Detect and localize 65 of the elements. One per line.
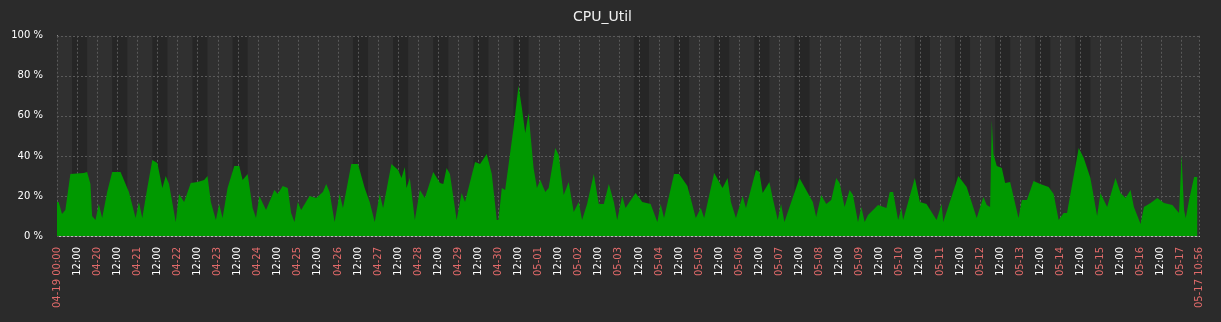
x-tick-label: 05-02 <box>572 247 584 277</box>
x-tick-label: 12:00 <box>1114 247 1126 276</box>
chart-title: CPU_Util <box>573 8 632 25</box>
x-tick-label: 05-07 <box>772 247 784 277</box>
y-tick-label: 40 % <box>17 149 43 161</box>
x-tick-label: 04-26 <box>331 247 343 277</box>
x-tick-label: 12:00 <box>351 247 363 276</box>
x-tick-label: 12:00 <box>833 247 845 276</box>
x-tick-label: 05-06 <box>732 247 744 277</box>
x-tick-label: 12:00 <box>271 247 283 276</box>
x-tick-label: 12:00 <box>913 247 925 276</box>
y-tick-label: 60 % <box>17 109 43 121</box>
x-tick-label: 04-27 <box>371 247 383 277</box>
x-tick-label: 05-17 10:56 <box>1192 247 1204 309</box>
x-tick-label: 05-14 <box>1053 247 1065 277</box>
x-tick-label: 12:00 <box>592 247 604 276</box>
x-tick-label: 12:00 <box>993 247 1005 276</box>
x-tick-label: 04-21 <box>130 247 142 277</box>
x-tick-label: 12:00 <box>1154 247 1166 276</box>
x-tick-label: 12:00 <box>953 247 965 276</box>
x-tick-label: 05-16 <box>1134 247 1146 277</box>
x-tick-label: 12:00 <box>191 247 203 276</box>
x-tick-label: 12:00 <box>311 247 323 276</box>
x-tick-label: 05-04 <box>652 247 664 277</box>
x-tick-label: 12:00 <box>552 247 564 276</box>
x-tick-label: 12:00 <box>793 247 805 276</box>
y-tick-label: 20 % <box>17 189 43 201</box>
x-tick-label: 05-08 <box>813 247 825 277</box>
x-tick-label: 12:00 <box>672 247 684 276</box>
x-tick-label: 12:00 <box>512 247 524 276</box>
x-tick-label: 12:00 <box>1033 247 1045 276</box>
x-tick-label: 05-03 <box>612 247 624 277</box>
x-tick-label: 04-28 <box>411 247 423 277</box>
x-tick-label: 12:00 <box>1073 247 1085 276</box>
x-tick-label: 12:00 <box>70 247 82 276</box>
x-tick-label: 05-11 <box>933 247 945 277</box>
y-tick-label: 100 % <box>11 29 43 41</box>
x-tick-label: 12:00 <box>110 247 122 276</box>
x-tick-label: 04-20 <box>90 247 102 277</box>
x-tick-label: 12:00 <box>431 247 443 276</box>
x-tick-label: 12:00 <box>231 247 243 276</box>
x-tick-label: 05-15 <box>1094 247 1106 277</box>
x-tick-label: 12:00 <box>632 247 644 276</box>
x-tick-label: 04-29 <box>451 247 463 277</box>
x-tick-label: 04-23 <box>211 247 223 277</box>
x-tick-label: 12:00 <box>873 247 885 276</box>
x-tick-label: 12:00 <box>150 247 162 276</box>
x-tick-label: 04-24 <box>251 247 263 277</box>
x-tick-label: 05-17 <box>1174 247 1186 277</box>
x-tick-label: 05-12 <box>973 247 985 277</box>
x-tick-label: 05-10 <box>893 247 905 277</box>
x-tick-label: 05-05 <box>692 247 704 277</box>
y-tick-label: 80 % <box>17 69 43 81</box>
x-tick-label: 04-25 <box>291 247 303 277</box>
x-tick-label: 12:00 <box>471 247 483 276</box>
x-tick-label: 12:00 <box>752 247 764 276</box>
x-tick-label: 12:00 <box>391 247 403 276</box>
y-tick-label: 0 % <box>23 229 43 241</box>
x-tick-label: 05-13 <box>1013 247 1025 277</box>
x-tick-label: 05-09 <box>853 247 865 277</box>
x-tick-label: 04-19 00:00 <box>50 247 62 309</box>
x-tick-label: 04-22 <box>170 247 182 277</box>
x-tick-label: 05-01 <box>532 247 544 277</box>
x-tick-label: 04-30 <box>492 247 504 277</box>
x-tick-label: 12:00 <box>712 247 724 276</box>
